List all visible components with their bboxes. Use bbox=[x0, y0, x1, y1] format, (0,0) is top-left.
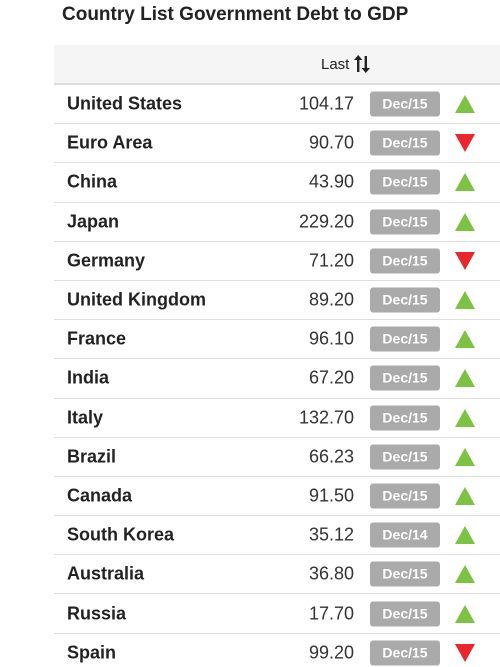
debt-value: 99.20 bbox=[308, 642, 354, 663]
trend-up-icon bbox=[455, 369, 475, 388]
trend-up-icon bbox=[455, 486, 475, 505]
country-link[interactable]: Italy bbox=[67, 407, 104, 428]
table-row: Japan 229.20 Dec/15 bbox=[54, 203, 500, 242]
country-link[interactable]: United Kingdom bbox=[67, 289, 206, 310]
trend-up-icon bbox=[455, 447, 475, 466]
debt-value: 36.80 bbox=[308, 563, 354, 584]
trend-up-icon bbox=[455, 95, 475, 114]
country-link[interactable]: India bbox=[67, 367, 110, 388]
table-row: Brazil 66.23 Dec/15 bbox=[54, 438, 500, 477]
page-title: Country List Government Debt to GDP bbox=[62, 4, 409, 25]
country-table: Last United States 104.17 Dec/15 Euro Area 9… bbox=[54, 45, 500, 667]
date-badge: Dec/15 bbox=[370, 169, 440, 195]
trend-up-icon bbox=[455, 604, 475, 623]
table-row: Germany 71.20 Dec/15 bbox=[54, 242, 500, 281]
trend-up-icon bbox=[455, 526, 475, 545]
table-row: Russia 17.70 Dec/15 bbox=[54, 594, 500, 634]
table-row: India 67.20 Dec/15 bbox=[54, 359, 500, 399]
table-row: China 43.90 Dec/15 bbox=[54, 163, 500, 203]
debt-value: 35.12 bbox=[308, 524, 354, 545]
debt-value: 96.10 bbox=[308, 328, 354, 349]
table-row: United Kingdom 89.20 Dec/15 bbox=[54, 281, 500, 321]
country-link[interactable]: United States bbox=[67, 93, 183, 114]
trend-up-icon bbox=[455, 565, 475, 584]
table-row: Australia 36.80 Dec/15 bbox=[54, 555, 500, 595]
date-badge: Dec/15 bbox=[370, 483, 440, 509]
debt-value: 66.23 bbox=[308, 446, 354, 467]
date-badge: Dec/14 bbox=[370, 522, 440, 548]
table-row: South Korea 35.12 Dec/14 bbox=[54, 516, 500, 556]
country-link[interactable]: Brazil bbox=[67, 446, 117, 467]
date-badge: Dec/15 bbox=[370, 287, 440, 313]
date-badge: Dec/15 bbox=[370, 365, 440, 391]
table-row: Canada 91.50 Dec/15 bbox=[54, 477, 500, 517]
date-badge: Dec/15 bbox=[370, 640, 440, 666]
table-header: Last bbox=[54, 45, 500, 85]
debt-value: 229.20 bbox=[298, 211, 354, 232]
date-badge: Dec/15 bbox=[370, 601, 440, 627]
trend-up-icon bbox=[455, 212, 475, 231]
trend-down-icon bbox=[455, 134, 475, 153]
country-link[interactable]: Japan bbox=[67, 211, 120, 232]
debt-value: 90.70 bbox=[308, 132, 354, 153]
trend-down-icon bbox=[455, 643, 475, 662]
country-link[interactable]: Spain bbox=[67, 642, 117, 663]
debt-value: 132.70 bbox=[298, 407, 354, 428]
last-column-label: Last bbox=[321, 55, 350, 73]
trend-up-icon bbox=[455, 291, 475, 310]
debt-value: 104.17 bbox=[298, 93, 354, 114]
table-row: United States 104.17 Dec/15 bbox=[54, 85, 500, 125]
country-link[interactable]: France bbox=[67, 328, 127, 349]
sort-icon bbox=[354, 55, 371, 73]
trend-up-icon bbox=[455, 330, 475, 349]
country-link[interactable]: Germany bbox=[67, 250, 146, 271]
table-body: United States 104.17 Dec/15 Euro Area 90.70 D… bbox=[54, 85, 500, 667]
date-badge: Dec/15 bbox=[370, 91, 440, 117]
table-row: Euro Area 90.70 Dec/15 bbox=[54, 124, 500, 164]
debt-value: 17.70 bbox=[308, 603, 354, 624]
debt-value: 89.20 bbox=[308, 289, 354, 310]
trend-up-icon bbox=[455, 173, 475, 192]
debt-value: 67.20 bbox=[308, 367, 354, 388]
date-badge: Dec/15 bbox=[370, 209, 440, 235]
date-badge: Dec/15 bbox=[370, 405, 440, 431]
date-badge: Dec/15 bbox=[370, 130, 440, 156]
table-row: France 96.10 Dec/15 bbox=[54, 320, 500, 360]
country-link[interactable]: South Korea bbox=[67, 524, 175, 545]
date-badge: Dec/15 bbox=[370, 561, 440, 587]
trend-down-icon bbox=[455, 251, 475, 270]
country-link[interactable]: Russia bbox=[67, 603, 127, 624]
sort-last-column[interactable]: Last bbox=[321, 55, 371, 73]
country-link[interactable]: Canada bbox=[67, 485, 133, 506]
date-badge: Dec/15 bbox=[370, 326, 440, 352]
debt-value: 43.90 bbox=[308, 171, 354, 192]
table-row: Spain 99.20 Dec/15 bbox=[54, 634, 500, 667]
table-row: Italy 132.70 Dec/15 bbox=[54, 399, 500, 438]
country-link[interactable]: China bbox=[67, 171, 118, 192]
date-badge: Dec/15 bbox=[370, 248, 440, 274]
debt-value: 91.50 bbox=[308, 485, 354, 506]
trend-up-icon bbox=[455, 408, 475, 427]
country-link[interactable]: Australia bbox=[67, 563, 145, 584]
country-link[interactable]: Euro Area bbox=[67, 132, 153, 153]
date-badge: Dec/15 bbox=[370, 444, 440, 470]
debt-value: 71.20 bbox=[308, 250, 354, 271]
